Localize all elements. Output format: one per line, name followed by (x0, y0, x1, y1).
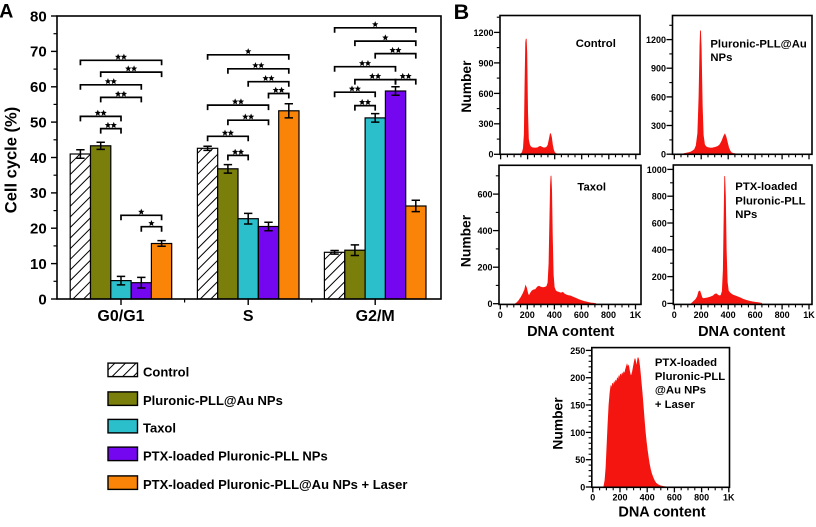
svg-text:0: 0 (661, 150, 666, 160)
svg-text:@Au NPs: @Au NPs (655, 385, 706, 397)
svg-text:400: 400 (721, 310, 736, 320)
svg-text:1200: 1200 (646, 35, 666, 45)
svg-text:DNA content: DNA content (698, 324, 785, 340)
svg-text:Cell cycle (%): Cell cycle (%) (3, 107, 21, 213)
svg-text:1K: 1K (630, 310, 642, 320)
svg-text:B: B (454, 0, 470, 24)
svg-text:100: 100 (570, 428, 585, 438)
svg-text:G2/M: G2/M (356, 308, 395, 325)
svg-text:Taxol: Taxol (577, 181, 606, 193)
svg-text:150: 150 (570, 400, 585, 410)
svg-text:Number: Number (551, 397, 566, 450)
svg-text:PTX-loaded: PTX-loaded (735, 181, 797, 193)
svg-text:600: 600 (652, 218, 667, 228)
svg-text:Number: Number (459, 214, 474, 267)
svg-text:800: 800 (775, 310, 790, 320)
svg-text:0: 0 (487, 299, 492, 309)
svg-text:200: 200 (570, 373, 585, 383)
svg-text:800: 800 (652, 192, 667, 202)
svg-text:600: 600 (477, 190, 492, 200)
svg-text:0: 0 (662, 299, 667, 309)
svg-text:300: 300 (651, 121, 666, 131)
svg-text:Number: Number (459, 60, 474, 113)
svg-text:Taxol: Taxol (143, 421, 176, 436)
svg-text:1K: 1K (803, 310, 815, 320)
svg-text:PTX-loaded: PTX-loaded (655, 357, 717, 369)
svg-text:800: 800 (694, 493, 709, 503)
svg-text:600: 600 (574, 310, 589, 320)
svg-text:G0/G1: G0/G1 (97, 308, 144, 325)
svg-text:600: 600 (478, 89, 493, 99)
svg-text:1K: 1K (723, 493, 735, 503)
svg-text:50: 50 (575, 455, 585, 465)
svg-text:900: 900 (651, 64, 666, 74)
svg-text:A: A (0, 1, 13, 23)
svg-text:NPs: NPs (710, 52, 732, 64)
svg-text:0: 0 (38, 291, 46, 308)
svg-text:70: 70 (30, 44, 47, 61)
svg-text:1200: 1200 (473, 28, 493, 38)
svg-text:Pluronic-PLL: Pluronic-PLL (655, 371, 725, 383)
svg-text:200: 200 (652, 272, 667, 282)
svg-text:900: 900 (478, 58, 493, 68)
svg-text:10: 10 (30, 256, 47, 273)
svg-text:250: 250 (570, 346, 585, 356)
svg-text:PTX-loaded Pluronic-PLL@Au NPs: PTX-loaded Pluronic-PLL@Au NPs + Laser (143, 477, 407, 492)
svg-text:Pluronic-PLL@Au: Pluronic-PLL@Au (710, 39, 806, 51)
svg-text:80: 80 (30, 8, 47, 25)
svg-text:30: 30 (30, 185, 47, 202)
svg-text:Pluronic-PLL: Pluronic-PLL (735, 195, 805, 207)
svg-text:0: 0 (672, 310, 677, 320)
svg-text:400: 400 (477, 226, 492, 236)
svg-text:300: 300 (478, 119, 493, 129)
svg-text:S: S (243, 308, 254, 325)
svg-text:Control: Control (143, 364, 189, 379)
svg-text:50: 50 (30, 114, 47, 131)
svg-text:PTX-loaded Pluronic-PLL NPs: PTX-loaded Pluronic-PLL NPs (143, 448, 328, 463)
svg-text:60: 60 (30, 79, 47, 96)
svg-text:200: 200 (612, 493, 627, 503)
svg-text:DNA content: DNA content (527, 324, 614, 340)
svg-text:400: 400 (640, 493, 655, 503)
svg-text:200: 200 (520, 310, 535, 320)
svg-text:0: 0 (488, 150, 493, 160)
svg-text:Control: Control (576, 38, 616, 50)
svg-text:800: 800 (601, 310, 616, 320)
svg-text:200: 200 (477, 263, 492, 273)
svg-text:20: 20 (30, 221, 47, 238)
svg-text:1000: 1000 (647, 165, 667, 175)
svg-text:NPs: NPs (735, 209, 757, 221)
svg-text:600: 600 (667, 493, 682, 503)
svg-text:600: 600 (748, 310, 763, 320)
svg-text:+ Laser: + Laser (655, 399, 695, 411)
svg-text:40: 40 (30, 150, 47, 167)
svg-text:400: 400 (652, 245, 667, 255)
svg-text:600: 600 (651, 92, 666, 102)
svg-text:DNA content: DNA content (618, 505, 705, 521)
svg-text:0: 0 (590, 493, 595, 503)
svg-text:Pluronic-PLL@Au NPs: Pluronic-PLL@Au NPs (143, 393, 283, 408)
svg-text:400: 400 (547, 310, 562, 320)
svg-text:0: 0 (498, 310, 503, 320)
svg-text:200: 200 (694, 310, 709, 320)
svg-text:0: 0 (580, 482, 585, 492)
